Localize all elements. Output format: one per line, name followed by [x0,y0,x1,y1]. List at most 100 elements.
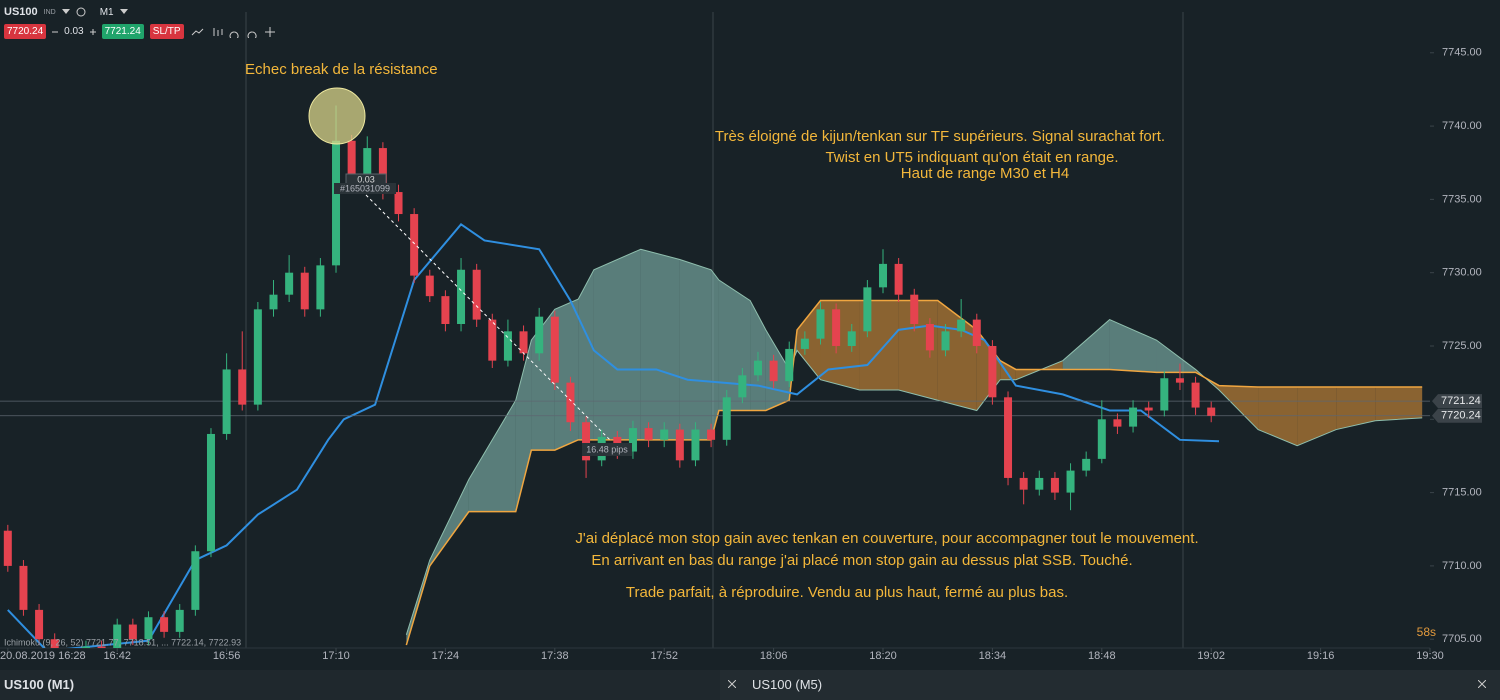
volume[interactable]: 0.03 [64,26,84,37]
candle-body [144,617,153,640]
y-tick-label: 7715.00 [1442,487,1482,499]
symbol[interactable]: US100 [4,6,38,18]
annotation: En arrivant en bas du range j'ai placé m… [591,552,1132,569]
plot-area [0,105,1430,648]
candle-body [410,214,419,276]
candle-body [957,319,966,332]
cloud-segment [1258,387,1298,446]
sltp-button[interactable]: SL/TP [149,24,184,39]
candle-body [738,375,747,398]
candle-body [1113,419,1122,427]
annotation: Twist en UT5 indiquant qu'on était en ra… [825,149,1118,166]
instrument-type: IND [43,8,56,16]
candle-body [316,265,325,310]
tab[interactable]: US100 (M5) [752,677,823,692]
candle-body [1175,378,1184,383]
info-icon[interactable] [76,7,86,17]
decrease[interactable] [52,31,59,33]
candle-body [879,263,888,288]
candle-body [19,565,28,610]
candle-body [1207,407,1216,416]
candle-body [285,272,294,295]
candle-body [50,639,59,648]
cloud-segment [1062,319,1110,370]
dropdown-caret[interactable] [61,9,70,15]
annotation: J'ai déplacé mon stop gain avec tenkan e… [575,530,1198,547]
candle-body [925,324,934,351]
x-tick-label: 18:34 [979,650,1007,662]
candle-body [81,646,90,648]
increase[interactable] [89,28,96,35]
x-tick-label: 17:38 [541,650,569,662]
symbol-row: US100 IND M1 [4,6,128,18]
chart-tools[interactable] [190,26,280,38]
candle-body [253,309,262,405]
candle-body [191,551,200,610]
x-tick-label: 17:52 [650,650,678,662]
candle-body [378,148,387,193]
candle-body [566,382,575,423]
candle-body [894,263,903,295]
cloud-segment [1336,387,1376,430]
candle-body [128,624,137,640]
x-tick-label: 16:56 [213,650,241,662]
timeframe[interactable]: M1 [99,6,114,18]
price-label: 7720.24 [1441,410,1481,422]
candle-body [472,269,481,320]
candle-body [1082,458,1091,471]
x-tick-label: 19:30 [1416,650,1444,662]
annotation: Trade parfait, à réproduire. Vendu au pl… [626,584,1068,601]
measure-label: 16.48 pips [586,444,628,454]
candle-body [832,309,841,346]
cloud-segment [468,400,516,512]
buy-button[interactable]: 7721.24 [101,24,144,39]
x-tick-label: 19:02 [1197,650,1225,662]
trade-row: 7720.24 0.03 7721.24 SL/TP [4,24,280,39]
candle-body [1097,419,1106,459]
dropdown-caret[interactable] [119,9,128,15]
candle-body [441,296,450,324]
candle-body [628,428,637,452]
y-tick-label: 7740.00 [1442,120,1482,132]
candle-body [691,429,700,461]
cloud-segment [1297,387,1337,446]
candle-body [722,397,731,440]
kijun-line [7,222,1220,648]
y-tick-label: 7725.00 [1442,340,1482,352]
bar-timer: 58s [1417,625,1436,639]
candle-body [35,609,44,640]
candle-body [347,140,356,178]
x-tick-label: 17:10 [322,650,350,662]
cloud-segment [578,269,594,440]
chart-name: US100 (M1) [4,677,75,692]
candle-body [160,617,169,632]
cloud-segment [429,479,469,566]
senkou-span-a [405,248,1423,635]
close-tab[interactable] [728,680,736,688]
x-tick-label: 18:48 [1088,650,1116,662]
y-tick-label: 7705.00 [1442,633,1482,645]
candle-body [175,609,184,632]
sell-button[interactable]: 7720.24 [4,24,47,39]
measure-line [365,194,611,441]
price-label: 7721.24 [1441,395,1481,407]
cloud-segment [1156,340,1196,373]
y-tick-label: 7745.00 [1442,47,1482,59]
chart: 16.48 pips 0.03 #165031099 Echec break d… [0,12,1482,662]
candle-body [816,309,825,339]
close-panel[interactable] [1478,680,1486,688]
candle-body [238,369,247,405]
cloud-segment [515,340,532,512]
measure-box [582,443,632,456]
candle-body [363,148,372,178]
y-tick-label: 7730.00 [1442,267,1482,279]
x-tick-label: 20.08.2019 16:28 [0,650,86,662]
candle-body [457,269,466,324]
candle-body [332,140,341,266]
candle-body [644,428,653,440]
tab-bar: US100 (M5) [720,670,1500,700]
candle-body [863,287,872,332]
cloud-segment [1109,319,1157,373]
candle-body [1050,477,1059,493]
cloud-segment [640,249,680,440]
